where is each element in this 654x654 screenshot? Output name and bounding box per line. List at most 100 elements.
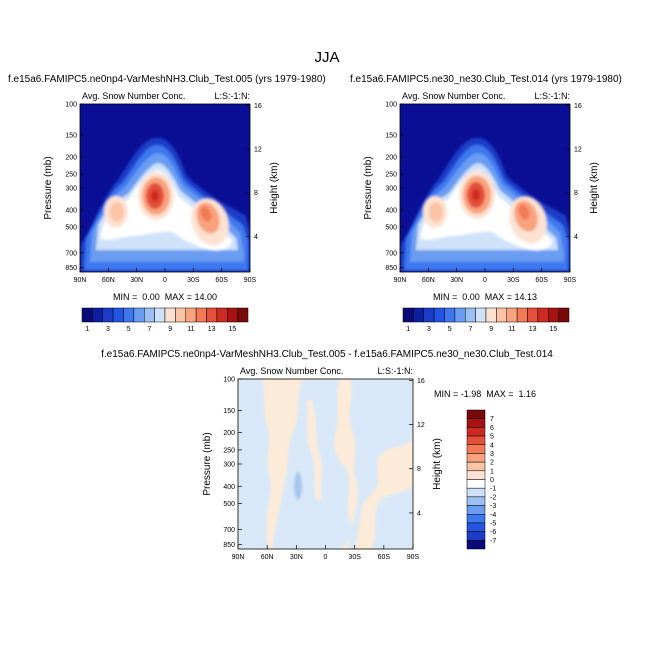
panel1-cloud-b-core bbox=[151, 190, 159, 202]
p2-colorbar-swatch bbox=[516, 307, 528, 323]
p3-yrtick-label: 8 bbox=[417, 466, 421, 473]
p1-ytick-label: 300 bbox=[65, 186, 77, 193]
panel1-y-axis: 100 150 200 250 300 400 500 700 850 bbox=[65, 102, 84, 272]
p3-colorbar-swatch bbox=[466, 496, 486, 506]
p3-ytick-label: 250 bbox=[223, 447, 235, 454]
panel2: f.e15a6.FAMIPC5.ne30_ne30.Club_Test.014 … bbox=[350, 74, 622, 333]
p1-colorbar-swatch bbox=[112, 307, 124, 323]
p1-colorbar-swatch bbox=[123, 307, 135, 323]
panel2-cloud-c-core bbox=[518, 204, 530, 220]
panel3-ylabel-right: Height (km) bbox=[432, 438, 443, 490]
p2-colorbar-swatch bbox=[506, 307, 518, 323]
p2-xtick-label: 60N bbox=[422, 277, 435, 284]
p3-xtick-label: 90N bbox=[232, 554, 245, 561]
p2-xtick-label: 90S bbox=[564, 277, 577, 284]
p1-colorbar-label: 1 bbox=[85, 326, 89, 333]
panel3-y-axis-right: 16 12 8 4 bbox=[409, 378, 425, 517]
p2-colorbar-label: 9 bbox=[489, 326, 493, 333]
p3-colorbar-swatch bbox=[466, 540, 486, 550]
p2-ytick-label: 850 bbox=[385, 265, 397, 272]
p3-ytick-label: 150 bbox=[223, 408, 235, 415]
p1-colorbar-label: 9 bbox=[168, 326, 172, 333]
p2-colorbar-swatch bbox=[423, 307, 435, 323]
p3-yrtick-label: 12 bbox=[417, 422, 425, 429]
p1-ytick-label: 500 bbox=[65, 225, 77, 232]
p1-yrtick-label: 16 bbox=[254, 103, 262, 110]
p1-xtick-label: 90N bbox=[74, 277, 87, 284]
p1-colorbar-swatch bbox=[144, 307, 155, 323]
p1-colorbar-label: 15 bbox=[229, 326, 237, 333]
p3-colorbar-label: 1 bbox=[490, 468, 494, 475]
p3-colorbar-swatch bbox=[466, 444, 486, 454]
p2-colorbar-swatch bbox=[444, 307, 456, 323]
p2-xtick-label: 30S bbox=[507, 277, 520, 284]
p1-xtick-label: 30N bbox=[130, 277, 143, 284]
panel2-contours bbox=[400, 137, 570, 272]
p2-colorbar-label: 3 bbox=[427, 326, 431, 333]
p2-ytick-label: 150 bbox=[385, 133, 397, 140]
p3-colorbar-label: 7 bbox=[490, 416, 494, 423]
panel2-cloud-b-core bbox=[472, 189, 480, 201]
panel1-cloud-c-core bbox=[200, 206, 212, 222]
p1-colorbar-swatch bbox=[102, 307, 114, 323]
p3-colorbar-swatch bbox=[466, 461, 486, 472]
p1-yrtick-label: 8 bbox=[254, 190, 258, 197]
p3-xtick-label: 30N bbox=[290, 554, 303, 561]
p1-xtick-label: 60N bbox=[102, 277, 115, 284]
p3-xtick-label: 30S bbox=[348, 554, 361, 561]
panel1-title: f.e15a6.FAMIPC5.ne0np4-VarMeshNH3.Club_T… bbox=[8, 74, 326, 85]
p3-colorbar-label: -3 bbox=[490, 503, 496, 510]
p3-colorbar-label: 6 bbox=[490, 425, 494, 432]
panel3-pos-region-strip bbox=[306, 400, 323, 500]
panel3-contours bbox=[238, 379, 413, 549]
p2-ytick-label: 400 bbox=[385, 207, 397, 214]
panel2-colorbar: 1 3 5 7 9 11 13 15 bbox=[402, 307, 570, 333]
panel2-ylabel-right: Height (km) bbox=[589, 162, 600, 214]
p1-ytick-label: 400 bbox=[65, 207, 77, 214]
p1-colorbar-swatch bbox=[206, 307, 218, 323]
p2-colorbar-swatch bbox=[454, 307, 466, 323]
panel3-neg-region-lower-right bbox=[372, 485, 413, 549]
p1-colorbar-swatch bbox=[92, 307, 103, 323]
page-title: JJA bbox=[314, 49, 339, 66]
p2-colorbar-swatch bbox=[433, 307, 445, 323]
p1-colorbar-swatch bbox=[227, 307, 238, 323]
p2-yrtick-label: 12 bbox=[574, 146, 582, 153]
p1-colorbar-swatch bbox=[237, 307, 249, 323]
p3-xtick-label: 0 bbox=[324, 554, 328, 561]
p2-colorbar-label: 15 bbox=[550, 326, 558, 333]
p2-colorbar-label: 13 bbox=[529, 326, 537, 333]
p3-yrtick-label: 4 bbox=[417, 510, 421, 517]
p2-ytick-label: 500 bbox=[385, 225, 397, 232]
p2-colorbar-swatch bbox=[465, 307, 476, 323]
p1-colorbar-label: 11 bbox=[187, 326, 194, 333]
panel3: f.e15a6.FAMIPC5.ne0np4-VarMeshNH3.Club_T… bbox=[101, 349, 553, 561]
panel1-colorbar: 1 3 5 7 9 11 13 15 bbox=[81, 307, 249, 333]
p3-ytick-label: 300 bbox=[223, 462, 235, 469]
panel2-y-axis: 100 150 200 250 300 400 500 700 850 bbox=[385, 102, 404, 272]
panel1-ylabel-right: Height (km) bbox=[269, 162, 280, 214]
p1-colorbar-swatch bbox=[81, 307, 93, 323]
p3-ytick-label: 700 bbox=[223, 527, 235, 534]
panel2-subtitle-right: L:S:-1:N: bbox=[534, 91, 570, 101]
p3-ytick-label: 850 bbox=[223, 542, 235, 549]
p3-colorbar-swatch bbox=[466, 453, 486, 463]
p2-yrtick-label: 16 bbox=[574, 103, 582, 110]
panel3-subtitle-right: L:S:-1:N: bbox=[377, 366, 413, 376]
p2-colorbar-label: 11 bbox=[508, 326, 515, 333]
p1-colorbar-label: 13 bbox=[208, 326, 216, 333]
p2-colorbar-label: 5 bbox=[448, 326, 452, 333]
p3-colorbar-label: 2 bbox=[490, 460, 494, 467]
p2-xtick-label: 60S bbox=[535, 277, 548, 284]
p3-colorbar-swatch bbox=[466, 418, 486, 428]
p3-colorbar-swatch bbox=[466, 522, 486, 532]
p3-colorbar-label: -4 bbox=[490, 512, 496, 519]
panel2-title: f.e15a6.FAMIPC5.ne30_ne30.Club_Test.014 … bbox=[350, 74, 622, 85]
p2-colorbar-label: 1 bbox=[406, 326, 410, 333]
p1-colorbar-swatch bbox=[164, 307, 176, 323]
p3-colorbar-swatch bbox=[466, 487, 486, 498]
p2-ytick-label: 250 bbox=[385, 172, 397, 179]
p2-colorbar-swatch bbox=[475, 307, 487, 323]
panel2-subtitle-left: Avg. Snow Number Conc. bbox=[402, 91, 505, 101]
